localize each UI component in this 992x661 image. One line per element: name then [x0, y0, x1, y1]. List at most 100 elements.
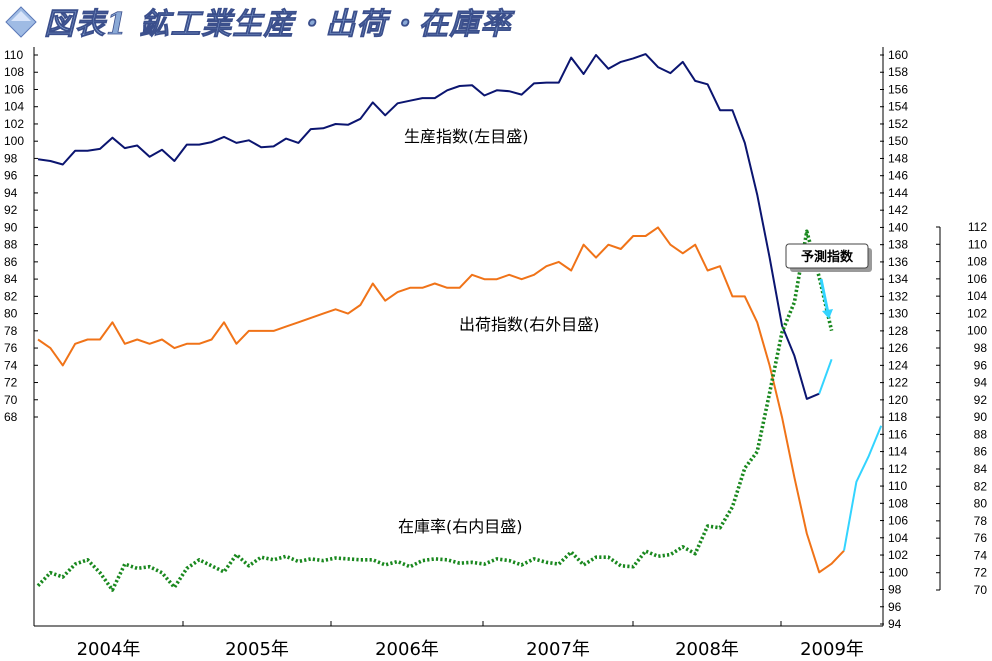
left-tick-label: 80 [4, 307, 18, 321]
right_inner-tick-label: 110 [968, 237, 987, 251]
right_outer-tick-label: 150 [888, 134, 908, 148]
right_outer-tick-label: 122 [888, 376, 908, 390]
right_outer-tick-label: 102 [888, 548, 908, 562]
left-tick-label: 104 [4, 100, 24, 114]
right_outer-tick-label: 112 [888, 462, 907, 476]
right_inner-tick-label: 108 [967, 255, 987, 269]
left-tick-label: 110 [4, 48, 23, 62]
right_inner-tick-label: 96 [974, 358, 988, 372]
series-line-inventory [36, 229, 834, 592]
right_outer-tick-label: 130 [888, 307, 908, 321]
right_outer-tick-label: 134 [888, 272, 908, 286]
right_inner-tick-label: 98 [974, 341, 988, 355]
x-tick-label: 2004年 [77, 639, 141, 660]
right_inner-tick-label: 82 [974, 479, 988, 493]
right_inner-tick-label: 70 [974, 583, 988, 597]
left-tick-label: 88 [4, 238, 18, 252]
right_outer-tick-label: 128 [888, 324, 908, 338]
right_outer-tick-label: 98 [888, 583, 902, 597]
forecast-line-shipment [843, 425, 883, 551]
title-diamond-highlight-icon [11, 11, 31, 21]
x-tick-label: 2007年 [526, 639, 590, 660]
right_inner-tick-label: 80 [974, 497, 988, 511]
right_outer-tick-label: 118 [888, 410, 907, 424]
series-line-shipment [37, 226, 845, 574]
right_outer-tick-label: 96 [888, 600, 902, 614]
plot-frame [33, 47, 941, 627]
series-label-production: 生産指数(左目盛) [404, 127, 529, 146]
right-inner-axis: 70 72 74 76 78 80 82 84 86 88 90 92 94 96 98 100 102 104 1… [936, 220, 987, 597]
right_outer-tick-label: 146 [888, 169, 908, 183]
title-diamond-icon [5, 6, 37, 38]
right_inner-tick-label: 106 [967, 272, 987, 286]
right_outer-tick-label: 94 [888, 617, 902, 631]
forecast-callout: 予測指数 [785, 243, 872, 319]
right_outer-tick-label: 156 [888, 82, 908, 96]
right_outer-tick-label: 124 [888, 358, 908, 372]
right_inner-tick-label: 86 [974, 445, 988, 459]
right_inner-tick-label: 94 [974, 376, 988, 390]
right_outer-tick-label: 154 [888, 100, 908, 114]
series-label-inventory: 在庫率(右内目盛) [398, 517, 523, 536]
right_inner-tick-label: 102 [967, 306, 987, 320]
left-axis: 68 70 72 74 76 78 80 82 84 86 88 90 92 94 96 98 100 102 10… [4, 48, 38, 424]
left-tick-label: 84 [4, 272, 18, 286]
right_outer-tick-label: 142 [888, 203, 908, 217]
chart-title-text: 図表1 鉱工業生産・出荷・在庫率 [44, 7, 515, 42]
x-tick-label: 2009年 [800, 639, 864, 660]
left-tick-label: 98 [4, 151, 18, 165]
right_inner-tick-label: 104 [967, 289, 987, 303]
left-tick-label: 68 [4, 410, 18, 424]
right_outer-tick-label: 140 [888, 220, 908, 234]
forecast-callout-box [785, 243, 869, 269]
right_outer-tick-label: 114 [888, 445, 907, 459]
right_outer-tick-label: 104 [888, 531, 908, 545]
left-tick-label: 96 [4, 169, 18, 183]
right_inner-tick-label: 84 [974, 462, 988, 476]
right_inner-tick-label: 92 [974, 393, 988, 407]
right_inner-tick-label: 74 [974, 548, 988, 562]
forecast-arrow-icon [819, 278, 830, 314]
x-axis: 2004年 2005年 2006年 2007年 2008年 2009年 [77, 621, 864, 660]
right-outer-axis: 94 96 98 100 102 104 106 108 110 112 114 116 118 120 1… [880, 48, 908, 631]
right_outer-tick-label: 116 [888, 427, 907, 441]
right_inner-tick-label: 90 [974, 410, 988, 424]
forecast-line-production [818, 358, 833, 395]
right_inner-tick-label: 112 [968, 220, 987, 234]
left-tick-label: 100 [4, 134, 24, 148]
left-tick-label: 108 [4, 65, 24, 79]
right_outer-tick-label: 138 [888, 238, 908, 252]
left-tick-label: 82 [4, 289, 18, 303]
right_inner-tick-label: 100 [967, 324, 987, 338]
right_inner-tick-label: 88 [974, 427, 988, 441]
x-tick-label: 2006年 [375, 639, 439, 660]
right_outer-tick-label: 126 [888, 341, 908, 355]
right_outer-tick-label: 132 [888, 289, 908, 303]
series-line-production [37, 53, 820, 400]
right_outer-tick-label: 136 [888, 255, 908, 269]
chart-title: 図表1 鉱工業生産・出荷・在庫率 [5, 6, 515, 42]
forecast-callout-text: 予測指数 [801, 249, 854, 265]
right_outer-tick-label: 160 [888, 48, 908, 62]
right_outer-tick-label: 148 [888, 151, 908, 165]
right_outer-tick-label: 120 [888, 393, 908, 407]
right_outer-tick-label: 106 [888, 514, 908, 528]
right_outer-tick-label: 152 [888, 117, 908, 131]
right_outer-tick-label: 110 [888, 479, 907, 493]
left-tick-label: 106 [4, 82, 24, 96]
forecast-arrowhead-icon [822, 309, 833, 319]
right_inner-tick-label: 76 [974, 531, 988, 545]
series-layer [36, 53, 883, 592]
left-tick-label: 70 [4, 393, 18, 407]
left-tick-label: 78 [4, 324, 18, 338]
left-tick-label: 102 [4, 117, 24, 131]
left-tick-label: 74 [4, 358, 18, 372]
right_outer-tick-label: 144 [888, 186, 908, 200]
right_outer-tick-label: 158 [888, 65, 908, 79]
right_outer-tick-label: 100 [888, 565, 908, 579]
left-tick-label: 90 [4, 220, 18, 234]
series-label-shipment: 出荷指数(右外目盛) [459, 315, 600, 334]
left-tick-label: 92 [4, 203, 18, 217]
left-tick-label: 72 [4, 376, 18, 390]
x-tick-label: 2008年 [675, 639, 739, 660]
